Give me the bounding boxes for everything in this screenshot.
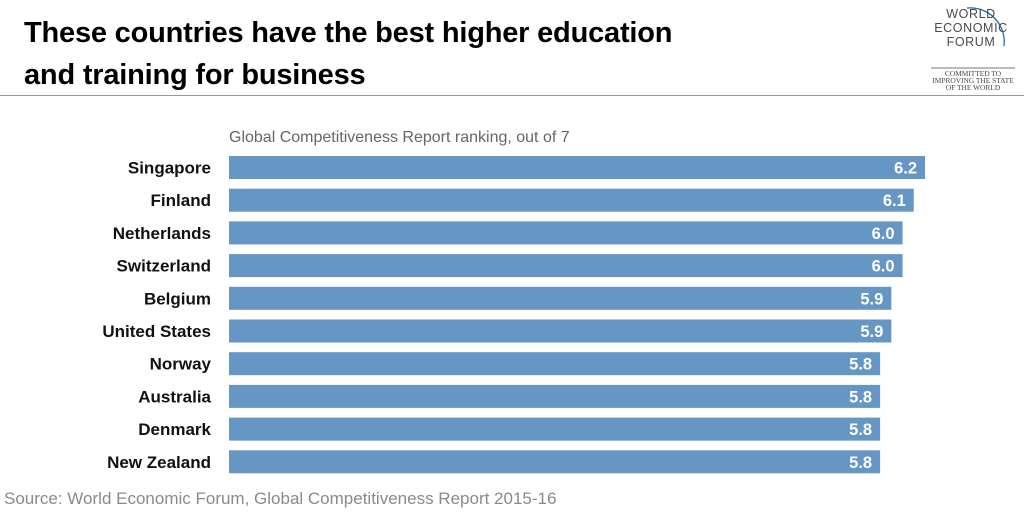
logo-word-1: WORLD bbox=[946, 7, 996, 21]
chart-subtitle: Global Competitiveness Report ranking, o… bbox=[229, 129, 570, 146]
title-line-2: and training for business bbox=[24, 59, 366, 91]
value-label-belgium: 5.9 bbox=[860, 290, 883, 308]
value-label-switzerland: 6.0 bbox=[872, 258, 895, 276]
bar-netherlands bbox=[229, 221, 903, 245]
category-label-norway: Norway bbox=[150, 355, 212, 374]
bar-finland bbox=[229, 188, 914, 212]
value-label-finland: 6.1 bbox=[883, 192, 906, 210]
value-label-netherlands: 6.0 bbox=[872, 225, 895, 243]
category-label-finland: Finland bbox=[151, 191, 211, 210]
value-label-denmark: 5.8 bbox=[849, 421, 872, 439]
category-label-switzerland: Switzerland bbox=[117, 257, 211, 276]
value-label-norway: 5.8 bbox=[849, 356, 872, 374]
value-label-singapore: 6.2 bbox=[894, 160, 917, 178]
category-label-new-zealand: New Zealand bbox=[107, 453, 211, 472]
logo-tagline-1: COMMITTED TO bbox=[945, 69, 1002, 78]
bar-norway bbox=[229, 352, 881, 376]
logo-tagline-2: IMPROVING THE STATE bbox=[932, 76, 1014, 85]
logo-tagline-3: OF THE WORLD bbox=[946, 83, 1001, 92]
logo-word-2: ECONOMIC bbox=[934, 21, 1008, 35]
value-label-united-states: 5.9 bbox=[860, 323, 883, 341]
bar-denmark bbox=[229, 417, 881, 441]
page-title: These countries have the best higher edu… bbox=[24, 12, 672, 96]
header-divider bbox=[0, 95, 1024, 96]
bar-singapore bbox=[229, 156, 925, 179]
world-economic-forum-logo: WORLD ECONOMIC FORUM COMMITTED TO IMPROV… bbox=[931, 7, 1015, 92]
category-label-denmark: Denmark bbox=[138, 420, 211, 439]
category-label-australia: Australia bbox=[138, 387, 211, 406]
bar-new-zealand bbox=[229, 450, 881, 474]
bar-belgium bbox=[229, 286, 892, 310]
category-label-singapore: Singapore bbox=[128, 159, 211, 178]
category-label-netherlands: Netherlands bbox=[113, 224, 211, 243]
bar-switzerland bbox=[229, 254, 903, 278]
title-line-1: These countries have the best higher edu… bbox=[24, 17, 673, 49]
logo-arc-icon bbox=[966, 7, 1005, 47]
category-label-belgium: Belgium bbox=[144, 289, 211, 308]
value-label-new-zealand: 5.8 bbox=[849, 454, 872, 472]
source-note: Source: World Economic Forum, Global Com… bbox=[4, 489, 557, 508]
value-label-australia: 5.8 bbox=[849, 388, 872, 406]
category-label-united-states: United States bbox=[102, 322, 211, 341]
logo-word-3: FORUM bbox=[947, 35, 996, 49]
bar-australia bbox=[229, 384, 881, 408]
bar-united-states bbox=[229, 319, 892, 343]
